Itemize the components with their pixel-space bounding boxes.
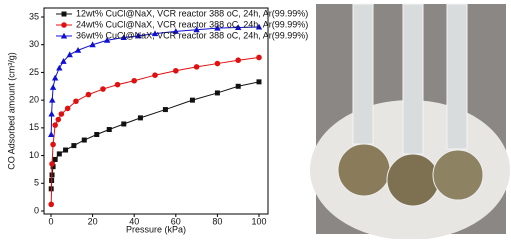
series-line [50, 56, 260, 205]
y-tick-label: 15 [29, 122, 39, 132]
bulb [386, 153, 440, 207]
marker [151, 30, 159, 37]
marker [52, 122, 58, 128]
marker [50, 164, 56, 170]
y-tick-label: 20 [29, 95, 39, 105]
marker [49, 96, 56, 103]
marker [214, 24, 221, 31]
marker [235, 83, 241, 89]
plot-frame [43, 7, 269, 215]
marker [193, 26, 200, 33]
marker [193, 64, 200, 70]
marker [49, 161, 55, 167]
marker [66, 51, 73, 58]
marker [48, 201, 55, 208]
tube [446, 3, 468, 150]
x-tick-label: 20 [88, 216, 98, 226]
marker [52, 156, 58, 162]
marker [137, 115, 143, 121]
marker [256, 54, 262, 61]
marker [214, 90, 220, 96]
y-tick-label: 25 [29, 67, 39, 77]
x-tick-label: 60 [171, 216, 181, 226]
marker [71, 143, 77, 149]
x-axis-label: Pressure (kPa) [126, 224, 186, 234]
marker [131, 77, 137, 84]
legend-label: 12wt% CuCl@NaX, VCR reactor 388 oC, 24h,… [76, 8, 308, 18]
legend-label: 24wt% CuCl@NaX, VCR reactor 388 oC, 24h,… [76, 19, 308, 29]
y-tick-label: 5 [34, 178, 39, 188]
marker [152, 72, 158, 78]
tube [402, 3, 424, 155]
y-axis-label: CO Adsorbed amount (cm³/g) [6, 52, 16, 170]
legend-label: 36wt% CuCl@NaX, VCR reactor 388 oC, 24h,… [76, 30, 308, 40]
marker [106, 127, 112, 133]
y-tick-label: 0 [34, 205, 39, 215]
marker [162, 107, 168, 113]
y-tick-label: 10 [29, 150, 39, 160]
marker [63, 147, 69, 153]
marker [60, 58, 67, 64]
marker [114, 81, 121, 88]
series-line [50, 26, 260, 135]
marker [73, 98, 79, 105]
marker [58, 111, 65, 117]
marker [172, 28, 179, 34]
x-tick-label: 40 [129, 216, 139, 226]
marker [48, 131, 55, 138]
legend-marker [60, 32, 68, 39]
y-tick-label: 35 [29, 11, 39, 21]
bulb [432, 149, 484, 201]
marker [121, 121, 127, 127]
marker [100, 86, 106, 92]
marker [50, 141, 56, 148]
marker [56, 151, 62, 157]
x-tick-label: 100 [251, 216, 266, 226]
x-tick-label: 0 [48, 216, 53, 226]
x-tick-label: 80 [212, 216, 222, 226]
marker [94, 132, 100, 138]
marker [74, 46, 82, 53]
marker [173, 67, 179, 74]
marker [81, 137, 87, 143]
marker [135, 32, 142, 39]
marker [120, 34, 127, 41]
marker [55, 116, 62, 123]
y-tick-label: 30 [29, 39, 39, 49]
marker [103, 36, 111, 43]
marker [256, 79, 262, 85]
bulb [337, 143, 391, 197]
marker [89, 41, 96, 48]
marker [56, 64, 63, 71]
tube [352, 3, 374, 145]
marker [214, 60, 221, 67]
marker [64, 105, 71, 112]
legend-marker [61, 11, 67, 17]
marker [49, 84, 57, 90]
photo [310, 3, 510, 240]
marker [235, 57, 241, 64]
marker [235, 24, 242, 31]
marker [51, 74, 59, 81]
marker [189, 97, 195, 103]
marker [48, 110, 55, 117]
figure: Pressure (kPa) CO Adsorbed amount (cm³/g… [6, 3, 510, 240]
marker [255, 23, 263, 30]
legend-marker [61, 22, 67, 28]
marker [85, 91, 92, 98]
